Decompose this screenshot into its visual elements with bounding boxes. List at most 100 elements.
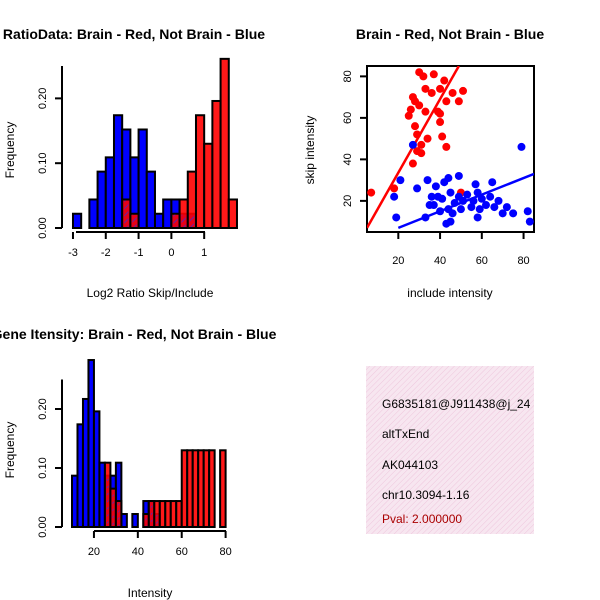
scatter-point [471,180,480,189]
scatter-point [494,196,503,205]
ratio-bar-blue [88,198,99,230]
intensity-bar-red [219,449,227,528]
ratio-bar-red [219,57,230,229]
info-box-background [366,366,534,534]
scatter-point [477,194,486,203]
ratio-x-tick-label: -2 [101,247,111,259]
scatter-point [473,213,482,222]
scatter-point [463,190,472,199]
scatter-marks [367,66,534,230]
intensity-bar-overlap [150,502,153,526]
ratio-bar-red [227,198,238,230]
scatter-x-tick-label: 60 [476,255,488,267]
info-location: chr10.3094-1.16 [382,488,470,502]
scatter-point [490,203,499,212]
scatter-point [517,142,526,151]
scatter-point [442,219,451,228]
scatter-point [481,201,490,210]
scatter-point [509,209,518,218]
intensity-bar-overlap [106,476,109,526]
ratio-bar-red [194,114,206,229]
scatter-point [454,171,463,180]
scatter-point [467,203,476,212]
ratio-bar-blue [112,114,124,229]
scatter-point [475,205,484,214]
scatter-point [423,134,432,143]
scatter-plot-frame [366,65,535,233]
scatter-point [450,198,459,207]
scatter-point [421,213,430,222]
scatter-point [427,192,436,201]
scatter-point [473,188,482,197]
scatter-point [459,196,468,205]
scatter-point [469,196,478,205]
scatter-point [488,178,497,187]
ratio-histogram-panel: RatioData: Brain - Red, Not Brain - Blue… [3,26,265,300]
scatter-point [486,192,495,201]
ratio-x-axis-label: Log2 Ratio Skip/Include [87,286,214,300]
scatter-point [436,118,445,127]
intensity-bar-overlap [156,515,158,526]
ratio-bar-blue [137,128,148,229]
ratio-bar-blue [71,212,83,230]
intensity-y-tick-label: 0.00 [37,516,49,537]
intensity-x-tick-label: 20 [88,546,100,558]
intensity-x-tick-label: 60 [176,546,188,558]
scatter-point [442,97,451,106]
scatter-point [502,203,511,212]
intensity-y-axis-label: Frequency [3,422,17,479]
info-accession: AK044103 [382,458,438,472]
scatter-point [419,72,428,81]
ratio-bar-overlap [173,214,178,227]
scatter-x-axis-label: include intensity [407,286,492,300]
scatter-point [431,182,440,191]
ratio-bar-overlap [132,214,137,227]
ratio-bar-blue [96,170,107,229]
ratio-x-tick-label: 0 [168,247,174,259]
scatter-point [423,176,432,185]
scatter-point [438,132,447,141]
scatter-y-tick-label: 40 [342,153,354,165]
ratio-chart-title: RatioData: Brain - Red, Not Brain - Blue [3,26,265,42]
scatter-point [421,107,430,116]
scatter-point [440,76,449,85]
scatter-point [427,88,436,97]
ratio-bar-blue [145,170,156,229]
scatter-point [454,97,463,106]
scatter-point [390,192,399,201]
scatter-point [523,207,532,216]
scatter-point [438,194,447,203]
ratio-y-axis-label: Frequency [3,122,17,179]
info-gene-id: G6835181@J911438@j_24 [382,397,531,411]
scatter-point [408,159,417,168]
scatter-point [396,176,405,185]
intensity-bar-overlap [117,502,120,526]
intensity-axes: 20 40 60 80 0.00 0.10 0.20 [37,379,232,558]
scatter-point [392,213,401,222]
scatter-point [421,84,430,93]
info-pval: Pval: 2.000000 [382,512,462,526]
ratio-x-tick-label: -1 [134,247,144,259]
scatter-point [390,184,399,193]
scatter-point [436,109,445,118]
scatter-y-tick-label: 80 [342,70,354,82]
intensity-bar-overlap [112,489,114,526]
scatter-panel: Brain - Red, Not Brain - Blue 20 40 60 8020… [303,26,544,300]
scatter-point [417,140,426,149]
ratio-y-tick-label: 0.20 [37,88,49,109]
ratio-bar-red [203,142,214,229]
ratio-bars [71,57,238,230]
info-panel: G6835181@J911438@j_24 altTxEnd AK044103 … [366,366,534,534]
scatter-x-tick-label: 20 [392,255,404,267]
ratio-bar-red [211,99,222,229]
intensity-bar-blue [131,513,139,529]
scatter-point [459,86,468,95]
scatter-point [456,205,465,214]
scatter-point [444,174,453,183]
ratio-axes: -3 -2 -1 0 1 0.00 0.10 0.20 [37,65,207,259]
scatter-point [429,70,438,79]
scatter-point [498,209,507,218]
intensity-x-axis-label: Intensity [128,586,173,600]
ratio-bar-overlap [181,214,186,227]
scatter-point [446,188,455,197]
